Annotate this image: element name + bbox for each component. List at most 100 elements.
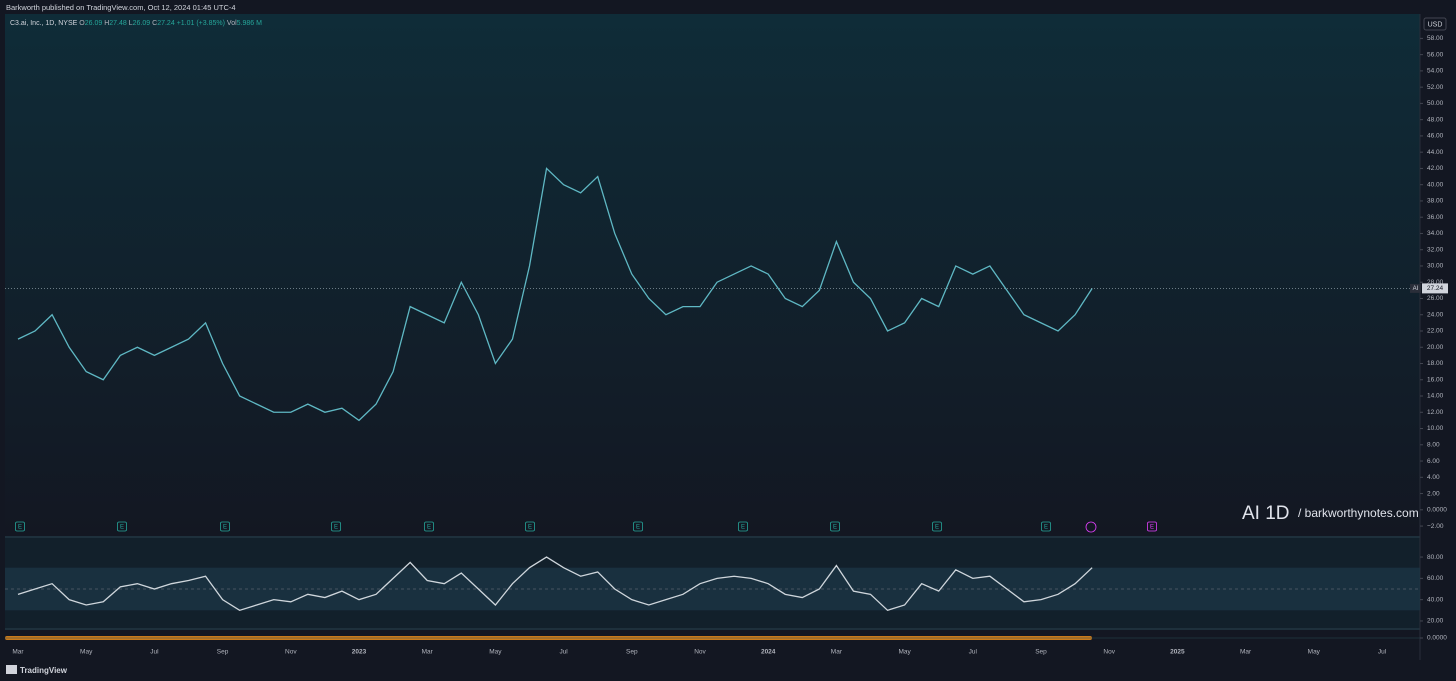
earnings-icon[interactable]: [1147, 521, 1157, 532]
y-tick-label: 38.00: [1427, 198, 1444, 205]
label: O: [79, 20, 85, 27]
y-tick-label: 28.00: [1427, 279, 1444, 286]
price-line: [17, 167, 1093, 422]
watermark-ticker: AI 1D: [1242, 503, 1290, 524]
y-tick-label: 58.00: [1427, 35, 1444, 42]
earnings-letter: E: [636, 525, 640, 531]
earnings-icon[interactable]: [525, 521, 535, 532]
y-tick-label: 20.00: [1427, 618, 1444, 625]
y-tick-label: 24.00: [1427, 311, 1444, 318]
x-tick-label: May: [1308, 649, 1321, 656]
earnings-letter: E: [741, 525, 745, 531]
earnings-icon[interactable]: [738, 521, 748, 532]
symbol-name: C3.ai, Inc., 1D, NYSE: [10, 20, 78, 27]
y-tick-label: 0.0000: [1427, 635, 1447, 642]
earnings-icon[interactable]: [932, 521, 942, 532]
earnings-letter: E: [935, 525, 939, 531]
y-tick-label: 18.00: [1427, 360, 1444, 367]
footer: TradingView: [20, 666, 68, 675]
x-tick-label: Sep: [626, 649, 638, 656]
y-tick-label: 14.00: [1427, 393, 1444, 400]
y-tick-label: 60.00: [1427, 575, 1444, 582]
logo: [6, 665, 17, 674]
y-tick-label: 30.00: [1427, 263, 1444, 270]
earnings-icon[interactable]: [15, 521, 25, 532]
value: 26.09: [133, 20, 151, 27]
x-tick-label: Mar: [1240, 649, 1252, 656]
y-tick-label: 26.00: [1427, 295, 1444, 302]
earnings-letter: E: [833, 525, 837, 531]
last-price-label: 27.24: [1427, 285, 1444, 292]
dividend-icon: [1085, 521, 1097, 533]
y-tick-label: 32.00: [1427, 246, 1444, 253]
y-tick-label: 54.00: [1427, 68, 1444, 75]
y-tick-label: 8.00: [1427, 441, 1440, 448]
x-tick-label: Jul: [969, 649, 978, 656]
currency: USD: [1428, 21, 1443, 28]
price-line: [17, 556, 1093, 612]
x-tick-label: May: [898, 649, 911, 656]
y-tick-label: 2.00: [1427, 490, 1440, 497]
y-tick-label: 4.00: [1427, 474, 1440, 481]
x-tick-label: Mar: [831, 649, 843, 656]
y-tick-label: 44.00: [1427, 149, 1444, 156]
earnings-icon[interactable]: [633, 521, 643, 532]
x-tick-label: May: [489, 649, 502, 656]
earnings-icon[interactable]: [117, 521, 127, 532]
earnings-letter: E: [223, 525, 227, 531]
last-price-box: [1422, 283, 1448, 294]
y-tick-label: 40.00: [1427, 181, 1444, 188]
x-tick-label: 2025: [1170, 649, 1185, 656]
x-tick-label: 2023: [352, 649, 367, 656]
earnings-letter: E: [528, 525, 532, 531]
y-tick-label: 52.00: [1427, 84, 1444, 91]
publisher: Barkworth published on TradingView.com, …: [6, 3, 236, 12]
earnings-letter: E: [18, 525, 22, 531]
earnings-letter: E: [427, 525, 431, 531]
legend: C3.ai, Inc., 1D, NYSE O26.09 H27.48 L26.…: [10, 20, 262, 27]
value: 5.986 M: [237, 20, 262, 27]
y-tick-label: 56.00: [1427, 51, 1444, 58]
earnings-icon[interactable]: [424, 521, 434, 532]
earnings-letter: E: [120, 525, 124, 531]
y-tick-label: 48.00: [1427, 116, 1444, 123]
y-tick-label: 40.00: [1427, 596, 1444, 603]
x-tick-label: Sep: [1035, 649, 1047, 656]
x-tick-label: Sep: [217, 649, 229, 656]
value: 27.48: [109, 20, 127, 27]
earnings-icon[interactable]: [220, 521, 230, 532]
y-tick-label: 0.0000: [1427, 507, 1447, 514]
earnings-letter: E: [1044, 525, 1048, 531]
x-tick-label: Jul: [1378, 649, 1387, 656]
earnings-icon[interactable]: [830, 521, 840, 532]
y-tick-label: −2.00: [1427, 523, 1444, 530]
change: +1.01 (+3.85%): [177, 20, 225, 27]
x-tick-label: Nov: [1103, 649, 1115, 656]
symbol-label: AI: [1413, 286, 1419, 292]
y-tick-label: 20.00: [1427, 344, 1444, 351]
x-tick-label: Mar: [422, 649, 434, 656]
earnings-icon[interactable]: [1041, 521, 1051, 532]
symbol-box: [1410, 283, 1421, 293]
watermark-site: / barkworthynotes.com: [1298, 506, 1419, 520]
y-tick-label: 80.00: [1427, 554, 1444, 561]
y-tick-label: 34.00: [1427, 230, 1444, 237]
x-tick-label: Jul: [559, 649, 568, 656]
y-tick-label: 36.00: [1427, 214, 1444, 221]
y-tick-label: 10.00: [1427, 425, 1444, 432]
x-tick-label: May: [80, 649, 93, 656]
y-tick-label: 46.00: [1427, 133, 1444, 140]
x-tick-label: Nov: [694, 649, 706, 656]
y-tick-label: 42.00: [1427, 165, 1444, 172]
y-tick-label: 50.00: [1427, 100, 1444, 107]
price-pane: [5, 14, 1420, 535]
earnings-icon[interactable]: [331, 521, 341, 532]
label: C: [152, 20, 157, 27]
label: H: [104, 20, 109, 27]
x-tick-label: Jul: [150, 649, 159, 656]
currency-box[interactable]: [1423, 17, 1447, 31]
x-tick-label: Nov: [285, 649, 297, 656]
value: 27.24: [157, 20, 175, 27]
earnings-letter: E: [1150, 525, 1154, 531]
